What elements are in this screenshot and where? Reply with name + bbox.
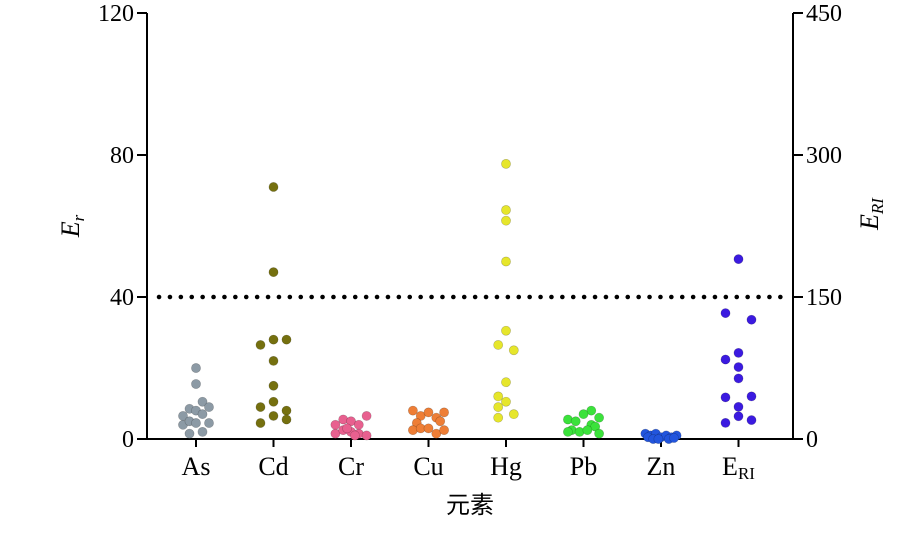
right-tick-label: 150 xyxy=(806,285,842,311)
data-point xyxy=(268,267,279,278)
data-point xyxy=(733,411,744,422)
data-point xyxy=(720,354,731,365)
data-point xyxy=(439,407,449,418)
category-label: ERI xyxy=(722,452,755,483)
data-point xyxy=(255,340,266,350)
data-point xyxy=(720,418,731,428)
data-point xyxy=(361,430,372,441)
data-point xyxy=(501,377,511,388)
data-point xyxy=(733,347,744,358)
left-tick-label: 40 xyxy=(110,285,134,311)
data-point xyxy=(204,402,214,412)
data-point xyxy=(746,391,757,402)
data-point xyxy=(508,345,519,356)
category-label: Pb xyxy=(570,452,597,481)
category-label: Zn xyxy=(647,452,676,481)
data-point xyxy=(268,355,279,366)
data-point xyxy=(508,409,519,420)
data-point xyxy=(268,182,279,192)
data-point xyxy=(191,418,201,428)
data-point xyxy=(594,428,604,439)
data-point xyxy=(586,405,597,416)
data-point xyxy=(268,411,279,421)
data-point xyxy=(435,416,446,427)
y-axis-right-title: ERI xyxy=(855,197,887,231)
data-point xyxy=(268,380,279,391)
data-point xyxy=(268,334,279,345)
data-point xyxy=(330,419,341,430)
data-point xyxy=(493,340,504,350)
data-point xyxy=(353,419,364,430)
data-point xyxy=(578,409,589,420)
data-point xyxy=(330,428,341,439)
data-point xyxy=(281,405,292,416)
data-point xyxy=(733,401,744,412)
data-point xyxy=(407,405,418,416)
data-point xyxy=(501,205,511,215)
data-point xyxy=(349,430,360,441)
data-point xyxy=(501,158,511,169)
data-point xyxy=(501,325,511,336)
data-point xyxy=(431,428,442,439)
x-axis-title: 元素 xyxy=(446,491,494,519)
data-point xyxy=(590,421,601,432)
data-point xyxy=(197,409,208,420)
category-label: Cd xyxy=(258,452,288,481)
data-point xyxy=(493,391,504,402)
data-point xyxy=(342,423,352,434)
category-label: As xyxy=(182,452,211,481)
data-point xyxy=(501,396,511,407)
data-point xyxy=(255,418,266,428)
data-point xyxy=(423,423,434,434)
right-tick-label: 0 xyxy=(806,427,818,453)
points-group xyxy=(178,158,757,444)
data-point xyxy=(204,418,214,428)
data-point xyxy=(582,425,593,436)
category-label: Cu xyxy=(413,452,443,481)
data-point xyxy=(733,362,744,372)
data-point xyxy=(191,379,201,389)
data-point xyxy=(746,314,757,325)
data-point xyxy=(255,402,266,412)
right-tick-label: 300 xyxy=(806,143,842,169)
data-point xyxy=(184,428,195,439)
data-point xyxy=(423,407,434,418)
right-tick-label: 450 xyxy=(806,1,842,27)
data-point xyxy=(197,426,208,437)
left-tick-label: 120 xyxy=(98,1,134,27)
data-point xyxy=(281,414,292,425)
data-point xyxy=(197,396,208,407)
y-axis-left-title: Er xyxy=(56,214,88,238)
data-point xyxy=(415,411,426,421)
data-point xyxy=(563,426,573,437)
category-label: Hg xyxy=(490,452,522,481)
data-point xyxy=(733,373,744,384)
data-point xyxy=(501,256,511,267)
data-point xyxy=(493,412,504,423)
left-tick-label: 0 xyxy=(122,427,134,453)
data-point xyxy=(720,392,731,403)
data-point xyxy=(493,402,504,412)
data-point xyxy=(346,416,356,427)
data-point xyxy=(594,412,604,423)
data-point xyxy=(268,396,279,407)
data-point xyxy=(281,334,292,345)
data-point xyxy=(439,425,449,436)
left-tick-label: 80 xyxy=(110,143,134,169)
category-label: Cr xyxy=(338,452,364,481)
data-point xyxy=(669,433,679,443)
data-point xyxy=(501,215,511,226)
data-point xyxy=(361,411,372,421)
data-point xyxy=(191,363,201,373)
data-point xyxy=(733,254,744,265)
data-point xyxy=(653,434,664,444)
data-point xyxy=(746,415,757,425)
labels-group: As Cd Cr Cu Hg Pb Zn ERI Er ERI 元素 xyxy=(56,197,887,519)
data-point xyxy=(570,416,581,427)
data-point xyxy=(720,308,731,318)
axes-group: 0 40 80 120 0 150 300 450 xyxy=(98,1,842,453)
